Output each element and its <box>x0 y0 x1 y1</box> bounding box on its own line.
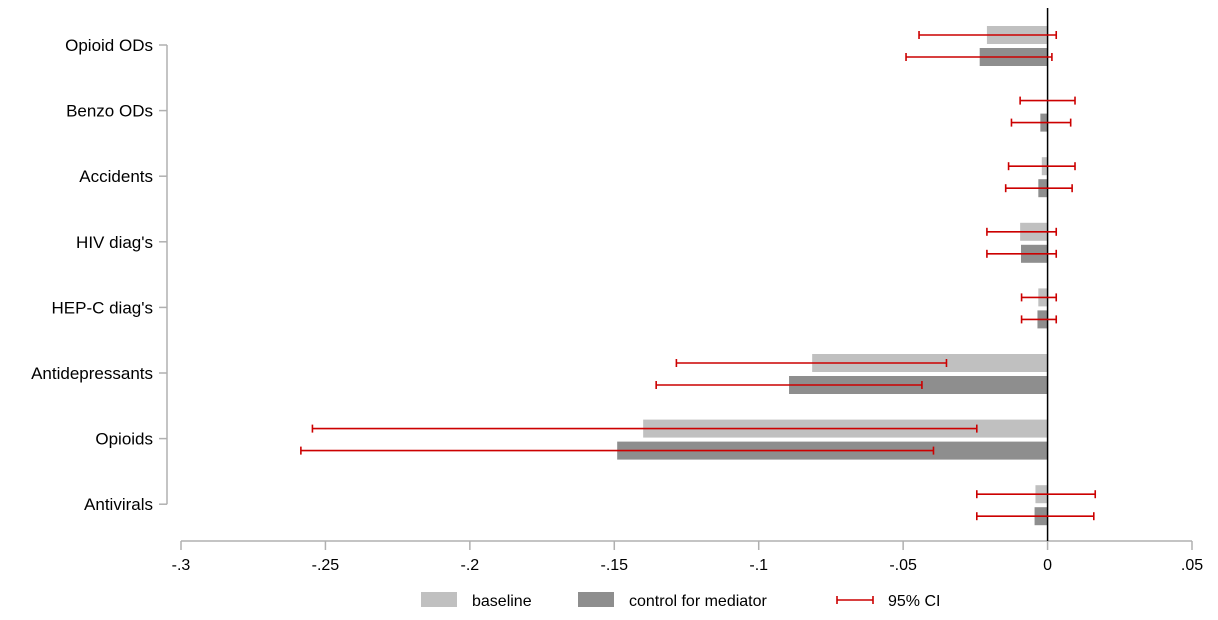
legend-swatch-baseline <box>421 592 457 607</box>
legend-label-control-for-mediator: control for mediator <box>629 593 768 610</box>
category-label: Benzo ODs <box>66 102 153 121</box>
x-tick-label: -.2 <box>461 557 480 574</box>
x-tick-label: -.15 <box>600 557 628 574</box>
x-tick-label: 0 <box>1043 557 1052 574</box>
category-label: HIV diag's <box>76 233 153 252</box>
category-label: Antidepressants <box>31 364 153 383</box>
category-label: Accidents <box>79 167 153 186</box>
category-label: HEP-C diag's <box>51 298 153 317</box>
x-tick-label: -.25 <box>312 557 340 574</box>
confidence-intervals <box>300 31 1097 521</box>
x-tick-label: -.3 <box>172 557 191 574</box>
category-label: Opioids <box>95 430 153 449</box>
category-label: Opioid ODs <box>65 36 153 55</box>
category-label: Antivirals <box>84 495 153 514</box>
bars <box>617 8 1049 541</box>
legend-label-ci: 95% CI <box>888 593 940 610</box>
legend: baseline control for mediator 95% CI <box>421 592 940 610</box>
legend-label-baseline: baseline <box>472 593 532 610</box>
x-tick-label: -.05 <box>889 557 917 574</box>
x-tick-label: .05 <box>1181 557 1203 574</box>
legend-swatch-control-for-mediator <box>578 592 614 607</box>
axes: Opioid ODs Benzo ODs Accidents HIV diag's HE… <box>31 36 1203 574</box>
x-tick-label: -.1 <box>749 557 768 574</box>
